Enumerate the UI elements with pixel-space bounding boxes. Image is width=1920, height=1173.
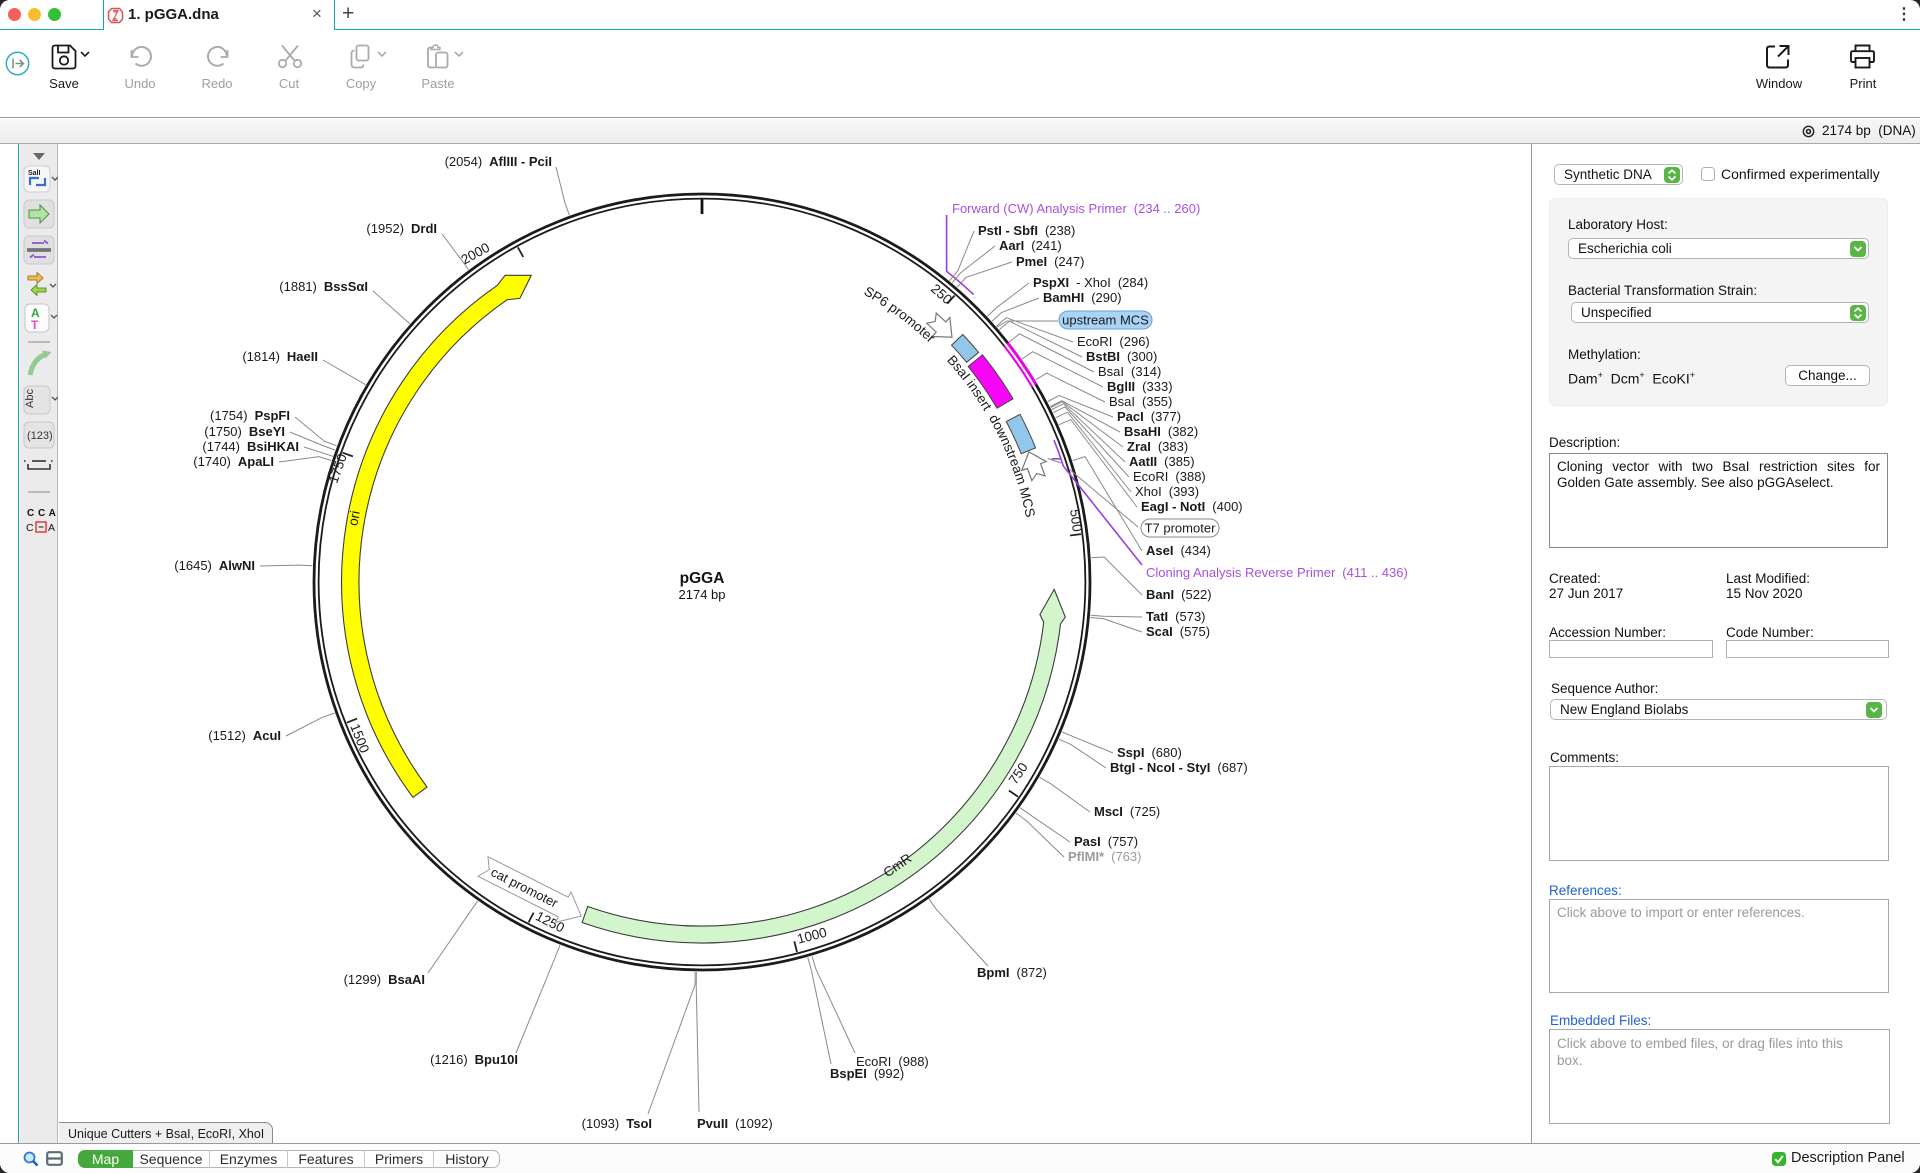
svg-text:BsaHI(382): BsaHI (382) (1124, 424, 1198, 439)
svg-text:PvuII(1092): PvuII (1092) (697, 1116, 773, 1131)
svg-text:PstI - SbfI(238): PstI - SbfI (238) (978, 223, 1075, 238)
svg-text:upstream MCS: upstream MCS (1062, 313, 1149, 328)
svg-text:BglII(333): BglII (333) (1107, 379, 1173, 394)
svg-text:(1216)Bpu10I: (1216) Bpu10I (430, 1052, 518, 1067)
svg-text:(1299)BsaAI: (1299) BsaAI (344, 972, 425, 987)
svg-text:BstBI(300): BstBI (300) (1086, 349, 1157, 364)
svg-text:EcoRI(296): EcoRI (296) (1077, 334, 1150, 349)
svg-text:A: A (31, 306, 40, 320)
svg-text:PasI(757): PasI (757) (1074, 834, 1138, 849)
svg-text:(1750)BseYI: (1750) BseYI (204, 424, 285, 439)
svg-text:(1740)ApaLI: (1740) ApaLI (193, 454, 274, 469)
svg-text:500: 500 (1067, 508, 1085, 532)
svg-text:1750: 1750 (326, 452, 350, 485)
svg-text:AatII(385): AatII (385) (1129, 454, 1195, 469)
svg-text:SalI: SalI (28, 170, 41, 177)
svg-text:Abc: Abc (24, 389, 36, 408)
svg-text:SP6 promoter: SP6 promoter (862, 283, 939, 345)
svg-text:2174 bp: 2174 bp (679, 587, 726, 602)
svg-text:SspI(680): SspI (680) (1117, 745, 1182, 760)
svg-text:PspXI- XhoI(284): PspXI - XhoI (284) (1033, 275, 1148, 290)
svg-text:BanI(522): BanI (522) (1146, 587, 1212, 602)
svg-text:TatI(573): TatI (573) (1146, 609, 1206, 624)
svg-text:AseI(434): AseI (434) (1146, 543, 1211, 558)
svg-text:(1814)HaeII: (1814) HaeII (242, 349, 318, 364)
svg-text:EcoRI(388): EcoRI (388) (1133, 469, 1206, 484)
svg-text:ScaI(575): ScaI (575) (1146, 624, 1210, 639)
svg-text:ZraI(383): ZraI (383) (1127, 439, 1188, 454)
svg-text:(1512)AcuI: (1512) AcuI (208, 728, 281, 743)
svg-text:(123): (123) (27, 430, 53, 442)
svg-text:C: C (26, 522, 34, 534)
svg-text:BamHI(290): BamHI (290) (1043, 290, 1122, 305)
svg-text:BsaI(314): BsaI (314) (1098, 364, 1161, 379)
svg-text:(2054)AflIII - PciI: (2054) AflIII - PciI (445, 154, 552, 169)
svg-text:PacI(377): PacI (377) (1117, 409, 1181, 424)
svg-text:(1952)DrdI: (1952) DrdI (366, 221, 437, 236)
svg-text:(1744)BsiHKAI: (1744) BsiHKAI (202, 439, 299, 454)
svg-text:(1645)AlwNI: (1645) AlwNI (174, 558, 255, 573)
svg-text:BtgI - NcoI - StyI(687): BtgI - NcoI - StyI (687) (1110, 760, 1248, 775)
svg-text:BspEI(992): BspEI (992) (830, 1066, 904, 1081)
svg-text:A: A (48, 522, 55, 534)
svg-text:BsaI(355): BsaI (355) (1109, 394, 1172, 409)
svg-text:BpmI(872): BpmI (872) (977, 965, 1047, 980)
svg-text:(1881)BssSαI: (1881) BssSαI (279, 279, 368, 294)
svg-text:C C A: C C A (27, 508, 56, 519)
svg-text:EagI - NotI(400): EagI - NotI (400) (1141, 499, 1243, 514)
svg-text:pGGA: pGGA (680, 570, 725, 587)
svg-text:(1754)PspFI: (1754) PspFI (210, 408, 290, 423)
svg-text:Cloning Analysis Reverse Prime: Cloning Analysis Reverse Primer (411 .. 4… (1146, 565, 1408, 580)
svg-text:1000: 1000 (795, 925, 828, 947)
svg-text:PmeI(247): PmeI (247) (1016, 254, 1084, 269)
svg-text:PflMI*(763): PflMI* (763) (1068, 849, 1141, 864)
svg-text:ori: ori (345, 509, 362, 526)
svg-text:T: T (31, 318, 39, 332)
svg-text:(1093)TsoI: (1093) TsoI (582, 1116, 652, 1131)
svg-text:T7 promoter: T7 promoter (1145, 521, 1216, 536)
svg-text:EcoRI(988): EcoRI (988) (856, 1054, 929, 1069)
svg-text:Forward (CW) Analysis Primer(2: Forward (CW) Analysis Primer (234 .. 260) (952, 201, 1200, 216)
svg-text:AarI(241): AarI (241) (999, 238, 1062, 253)
svg-text:MscI(725): MscI (725) (1094, 804, 1160, 819)
svg-text:XhoI(393): XhoI (393) (1135, 484, 1199, 499)
